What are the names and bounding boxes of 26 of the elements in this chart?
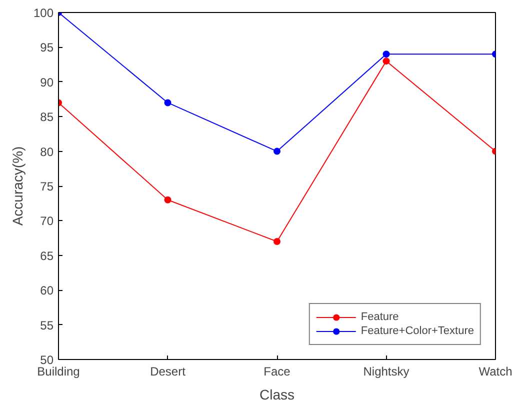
x-tick-label: Desert — [150, 364, 186, 378]
point — [274, 148, 280, 155]
x-tick-label: Face — [264, 364, 291, 378]
legend-label: Feature+Color+Texture — [360, 324, 474, 338]
y-tick-label: 65 — [40, 248, 54, 263]
y-tick-label: 55 — [40, 318, 54, 332]
x-axis-title: Class — [259, 386, 295, 402]
x-tick-label: Nightsky — [363, 364, 410, 378]
y-tick-label: 80 — [40, 144, 54, 159]
y-tick-label: 95 — [40, 40, 54, 55]
point — [274, 238, 280, 246]
y-tick-label: 85 — [40, 110, 54, 124]
y-tick-label: 100 — [33, 6, 54, 20]
y-tick-label: 70 — [40, 214, 54, 228]
y-tick-label: 90 — [40, 75, 54, 90]
point — [382, 50, 390, 58]
point — [164, 196, 172, 204]
y-tick-label: 50 — [40, 353, 54, 367]
y-tick-label: 60 — [40, 284, 54, 298]
point — [164, 99, 172, 106]
y-axis-title: Accuracy(%) — [9, 146, 26, 226]
y-tick-label: 75 — [40, 180, 54, 194]
legend-label: Feature — [360, 310, 399, 324]
x-tick-label: Watch — [478, 364, 512, 378]
point — [382, 58, 390, 65]
x-tick-label: Building — [37, 364, 80, 378]
